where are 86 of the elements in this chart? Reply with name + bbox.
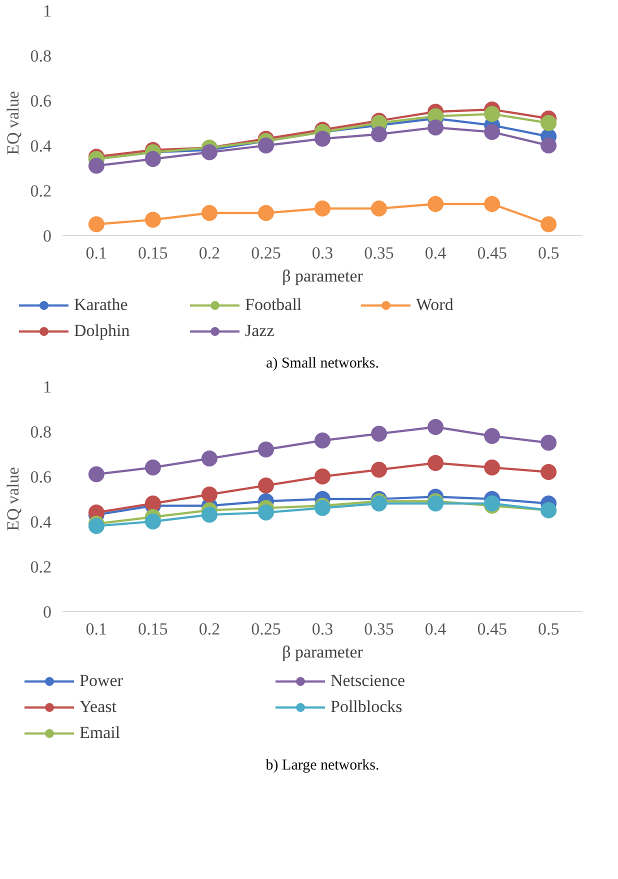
legend-label: Power [79,671,124,691]
point [88,216,104,232]
point [88,158,104,174]
legend-label: Email [79,723,122,743]
point [144,151,161,167]
y-tick-label: 1 [43,2,52,20]
y-tick-label: 0.6 [30,92,52,110]
point [201,144,218,160]
point [540,434,557,451]
x-axis-title: β parameter [282,266,364,286]
x-tick-label: 0.5 [538,620,560,638]
y-tick-label: 0.4 [30,512,52,532]
point [484,124,500,140]
y-tick-label: 0 [43,602,52,622]
x-tick-label: 0.15 [138,620,168,638]
legend-label: Pollblocks [330,697,404,717]
point [371,200,388,216]
y-tick-label: 0.2 [30,182,52,200]
x-tick-label: 0.15 [138,244,168,262]
point [144,212,161,228]
x-tick-label: 0.3 [312,620,334,638]
legend-label: Dolphin [74,321,131,341]
point [88,466,104,482]
x-tick-label: 0.25 [251,244,281,262]
point [258,205,274,221]
x-tick-label: 0.2 [198,244,220,262]
x-tick-label: 0.1 [86,244,108,262]
text: a) Small networks. [266,356,379,372]
y-tick-label: 1 [43,378,52,396]
point [201,205,218,221]
point [428,196,444,212]
legend-label: Karathe [74,295,129,315]
y-tick-label: 0.4 [30,136,52,156]
x-tick-label: 0.45 [477,620,507,638]
point [144,460,161,476]
legend-label: Yeast [79,697,118,717]
x-tick-label: 0.4 [424,244,447,262]
point [371,126,388,142]
point [428,455,444,471]
point [258,442,274,458]
y-tick-label: 0 [43,226,52,246]
point [484,460,500,476]
point [258,504,274,520]
x-tick-label: 0.5 [538,244,560,262]
x-tick-label: 0.35 [364,244,394,262]
y-tick-label: 0.8 [30,422,52,442]
legend-label: Football [244,295,303,315]
point [258,478,274,494]
point [201,506,218,523]
y-axis-title: EQ value [3,467,22,531]
x-tick-label: 0.4 [424,620,447,638]
x-tick-label: 0.1 [86,620,108,638]
point [314,468,330,484]
point [540,464,557,480]
point [484,106,500,122]
point [371,426,388,442]
x-tick-label: 0.45 [477,244,507,262]
point [484,428,500,444]
point [371,462,388,478]
point [540,115,557,131]
y-tick-label: 0.8 [30,46,52,66]
x-tick-label: 0.2 [198,620,220,638]
point [540,138,557,154]
legend-label: Jazz [244,321,276,341]
point [540,216,557,232]
legend-label: Word [416,295,454,315]
x-axis-title: β parameter [282,642,364,662]
point [314,432,330,448]
x-tick-label: 0.3 [312,244,334,262]
point [144,496,161,512]
point [314,200,330,216]
x-tick-label: 0.35 [364,620,394,638]
y-tick-label: 0.2 [30,558,52,576]
point [484,196,500,212]
point [428,419,444,435]
x-tick-label: 0.25 [251,620,281,638]
point [428,120,444,136]
point [201,450,218,466]
text: b) Large networks. [266,758,380,774]
point [144,514,161,530]
point [258,138,274,154]
y-tick-label: 0.6 [30,468,52,486]
point [314,130,330,147]
y-axis-title: EQ value [3,91,22,155]
legend-label: Netscience [330,671,406,691]
point [201,486,218,502]
